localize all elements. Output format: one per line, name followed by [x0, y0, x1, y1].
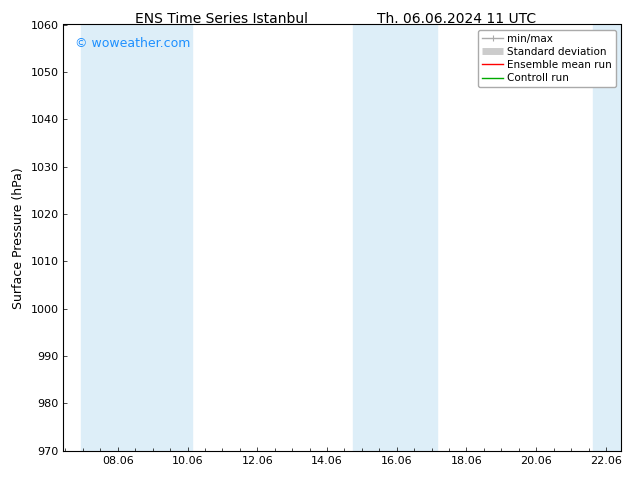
Text: ENS Time Series Istanbul: ENS Time Series Istanbul [136, 12, 308, 26]
Bar [81, 24, 192, 451]
Text: Th. 06.06.2024 11 UTC: Th. 06.06.2024 11 UTC [377, 12, 536, 26]
Legend: min/max, Standard deviation, Ensemble mean run, Controll run: min/max, Standard deviation, Ensemble me… [478, 30, 616, 87]
Y-axis label: Surface Pressure (hPa): Surface Pressure (hPa) [12, 167, 25, 309]
Bar [353, 24, 436, 451]
Bar [593, 24, 621, 451]
Text: © woweather.com: © woweather.com [75, 37, 190, 50]
